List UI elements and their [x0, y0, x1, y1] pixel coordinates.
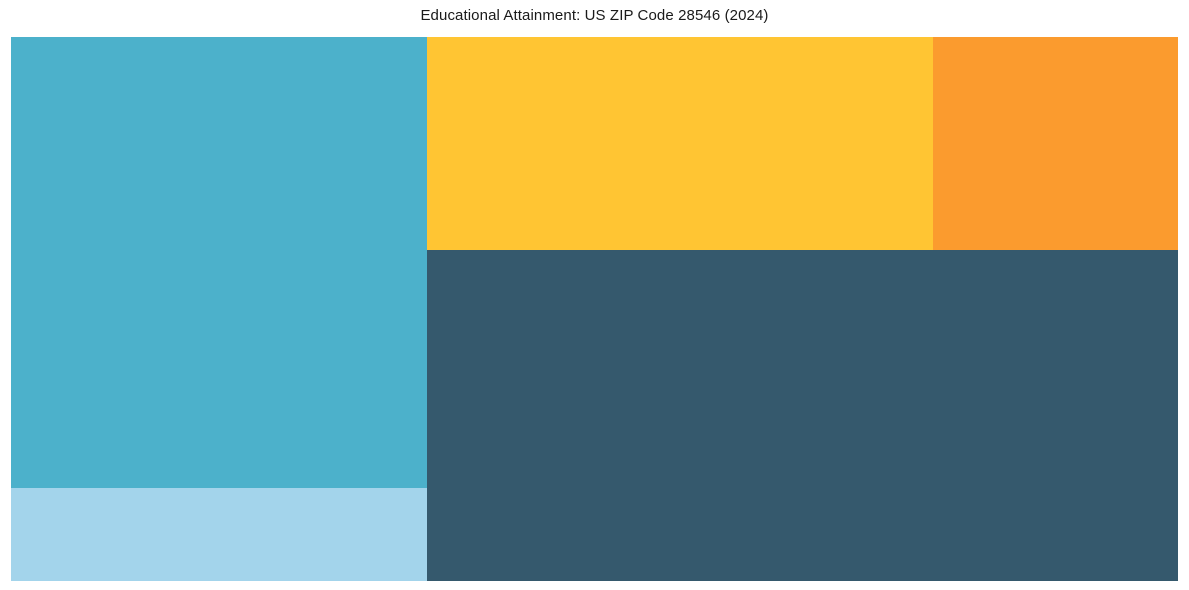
chart-title: Educational Attainment: US ZIP Code 2854…	[420, 7, 769, 24]
tile-light-blue[interactable]	[11, 488, 427, 581]
treemap-plot-area	[11, 37, 1178, 581]
tile-teal[interactable]	[11, 37, 427, 488]
tile-orange[interactable]	[933, 37, 1178, 250]
tile-yellow[interactable]	[427, 37, 933, 250]
tile-dark-blue[interactable]	[427, 250, 1178, 581]
